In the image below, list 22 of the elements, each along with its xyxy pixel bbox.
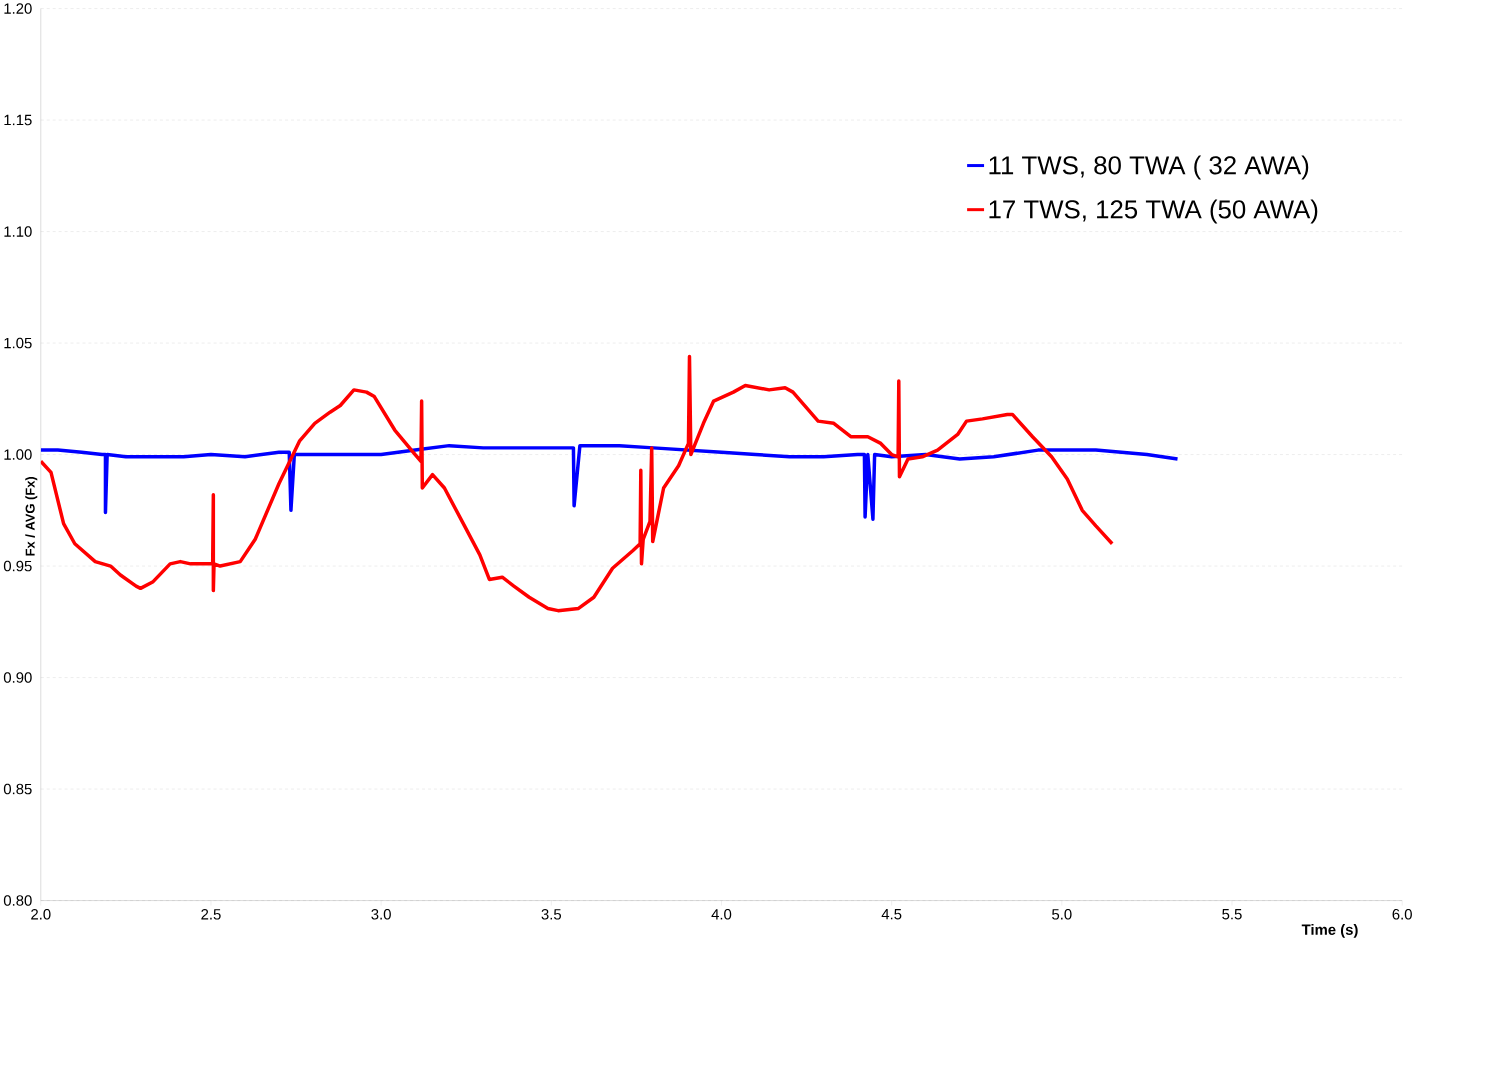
x-tick-label: 2.0: [31, 909, 51, 920]
x-tick-label: 5.0: [1052, 909, 1072, 920]
x-tick-label: 4.5: [881, 909, 902, 920]
x-tick-label: 2.5: [201, 909, 221, 920]
x-tick-label: 3.0: [371, 909, 391, 920]
legend-label: 17 TWS, 125 TWA (50 AWA): [989, 199, 1318, 224]
y-axis-title: Fx / AVG (Fx): [25, 477, 38, 556]
x-tick-label: 6.0: [1392, 909, 1412, 920]
x-tick-label: 5.5: [1222, 909, 1242, 920]
legend-label: 11 TWS, 80 TWA ( 32 AWA): [989, 155, 1309, 180]
y-tick-label: 0.90: [3, 672, 32, 683]
y-tick-label: 0.80: [3, 895, 32, 906]
y-tick-label: 0.85: [3, 783, 32, 795]
y-tick-label: 1.05: [4, 337, 32, 349]
y-tick-label: 1.15: [4, 114, 32, 126]
x-tick-label: 4.0: [711, 909, 732, 920]
y-tick-label: 0.95: [3, 560, 32, 572]
y-tick-label: 1.20: [4, 3, 32, 14]
y-tick-label: 1.00: [4, 449, 32, 460]
y-tick-label: 1.10: [4, 226, 32, 237]
x-axis-title: Time (s): [1301, 924, 1358, 938]
x-tick-label: 3.5: [541, 909, 562, 920]
